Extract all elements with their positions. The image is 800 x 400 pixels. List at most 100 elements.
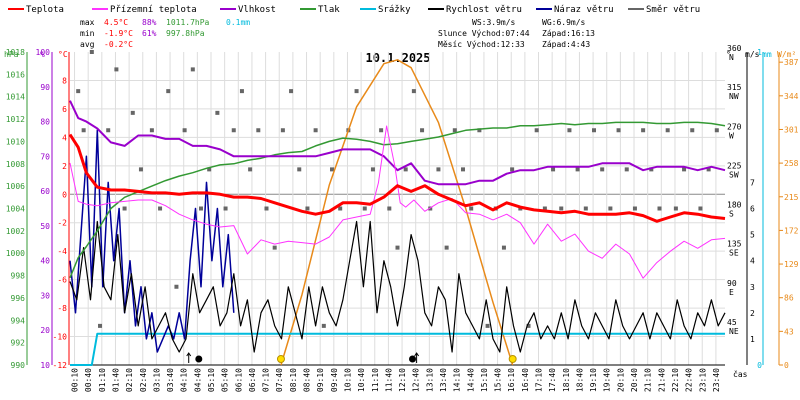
series-line-rychlost <box>69 220 726 353</box>
solar-tick-label: 344 <box>784 92 799 101</box>
wind-dir-point <box>338 206 343 211</box>
wind-speed-tick-label: 2 <box>750 309 755 318</box>
temperature-tick-label: -8 <box>57 304 67 313</box>
stats-max-press: 1011.7hPa <box>166 18 210 27</box>
wind-dir-tick-value: 360 <box>727 44 742 53</box>
stats-min-temp: -1.9°C <box>104 29 133 38</box>
legend-label-rychlost: Rychlost větru <box>446 5 522 15</box>
pressure-tick-label: 994 <box>11 316 26 325</box>
x-tick-label: 00:10 <box>71 368 80 392</box>
pressure-tick-label: 990 <box>11 361 26 370</box>
wind-dir-tick-label: SE <box>729 249 739 258</box>
stats-max-label: max <box>80 18 95 27</box>
series <box>68 50 726 366</box>
series-line-tlak <box>69 121 726 279</box>
wind-dir-point <box>600 167 605 172</box>
x-tick-label: 00:40 <box>84 368 93 392</box>
wind-dir-point <box>264 206 269 211</box>
wind-dir-point <box>608 206 613 211</box>
x-tick-label: 12:40 <box>412 368 421 392</box>
wind-dir-point <box>354 89 359 94</box>
wind-dir-point <box>510 167 515 172</box>
wind-dir-point <box>461 167 465 172</box>
wind-speed-tick-label: 4 <box>750 257 755 266</box>
wind-dir-tick-value: 270 <box>727 122 742 131</box>
wind-dir-point <box>81 128 86 133</box>
solar-tick-label: 0 <box>784 361 789 370</box>
legend-label-tlak: Tlak <box>318 5 340 15</box>
wind-dir-tick-value: 45 <box>727 318 737 327</box>
wind-dir-tick-label: W <box>729 131 734 140</box>
stats-max-temp: 4.5°C <box>104 18 128 27</box>
pressure-tick-label: 1010 <box>6 137 25 146</box>
wind-dir-point <box>485 323 490 328</box>
wind-dir-tick-label: NW <box>729 92 739 101</box>
wind-dir-point <box>158 206 163 211</box>
x-tick-label: 21:40 <box>657 368 666 392</box>
solar-tick-label: 387 <box>784 58 799 67</box>
humidity-tick-label: 80 <box>40 118 50 127</box>
sun-marker <box>276 355 285 363</box>
pressure-tick-label: 1004 <box>6 205 25 214</box>
temperature-tick-label: -6 <box>57 276 67 285</box>
sunrise-text: Slunce Východ:07:44 <box>438 29 530 38</box>
pressure-tick-label: 1002 <box>6 227 25 236</box>
chart-title: 10.1.2025 <box>365 51 430 65</box>
unit-ms: m/s <box>745 50 760 59</box>
series-line-naraz <box>69 129 235 353</box>
wind-dir-point <box>248 167 253 172</box>
wind-dir-point <box>174 284 179 289</box>
humidity-tick-label: 60 <box>40 187 50 196</box>
moon-marker <box>409 355 417 363</box>
wind-dir-point <box>657 206 662 211</box>
pressure-tick-label: 1014 <box>6 93 25 102</box>
x-tick-label: 11:10 <box>371 368 380 392</box>
wind-speed-tick-label: 3 <box>750 283 755 292</box>
x-tick-label: 09:10 <box>316 368 325 392</box>
x-tick-label: 18:10 <box>562 368 571 392</box>
wind-dir-point <box>436 167 441 172</box>
wind-dir-point <box>106 128 111 133</box>
sunset-text: Západ:16:13 <box>542 29 595 38</box>
x-tick-label: 06:40 <box>248 368 257 392</box>
wind-dir-point <box>632 206 637 211</box>
temperature-tick-label: -2 <box>57 219 67 228</box>
rain-tick-label: 1 <box>757 48 762 57</box>
wind-dir-point <box>114 67 119 72</box>
wind-dir-point <box>706 167 711 172</box>
x-tick-label: 02:10 <box>125 368 134 392</box>
wind-dir-tick-label: S <box>729 210 734 219</box>
unit-degc: °C <box>58 50 68 59</box>
stats-max-hum: 88% <box>142 18 157 27</box>
x-tick-label: 02:40 <box>139 368 148 392</box>
pressure-tick-label: 992 <box>11 339 26 348</box>
axis-frames <box>26 52 780 365</box>
wind-dir-point <box>526 323 531 328</box>
x-tick-label: 23:10 <box>698 368 707 392</box>
wind-dir-point <box>231 128 236 133</box>
x-tick-label: 04:10 <box>180 368 189 392</box>
unit-cas: čas <box>733 369 748 379</box>
wind-dir-tick-value: 90 <box>727 279 737 288</box>
x-tick-label: 23:40 <box>712 368 721 392</box>
humidity-tick-label: 50 <box>40 222 50 231</box>
x-tick-label: 15:10 <box>480 368 489 392</box>
x-tick-label: 06:10 <box>234 368 243 392</box>
wind-dir-point <box>616 128 621 133</box>
humidity-tick-label: 20 <box>40 326 50 335</box>
solar-tick-label: 258 <box>784 159 799 168</box>
series-line-srazky <box>70 332 725 366</box>
humidity-tick-label: 30 <box>40 291 50 300</box>
x-tick-label: 20:40 <box>630 368 639 392</box>
temperature-tick-label: 6 <box>62 105 67 114</box>
wind-dir-point <box>420 128 425 133</box>
wind-dir-point <box>370 167 375 172</box>
x-tick-label: 05:40 <box>221 368 230 392</box>
x-tick-label: 07:10 <box>262 368 271 392</box>
x-tick-label: 03:40 <box>166 368 175 392</box>
wind-dir-point <box>289 89 294 94</box>
x-tick-label: 10:40 <box>357 368 366 392</box>
x-tick-label: 13:10 <box>425 368 434 392</box>
x-tick-label: 04:40 <box>193 368 202 392</box>
wind-dir-point <box>149 128 154 133</box>
